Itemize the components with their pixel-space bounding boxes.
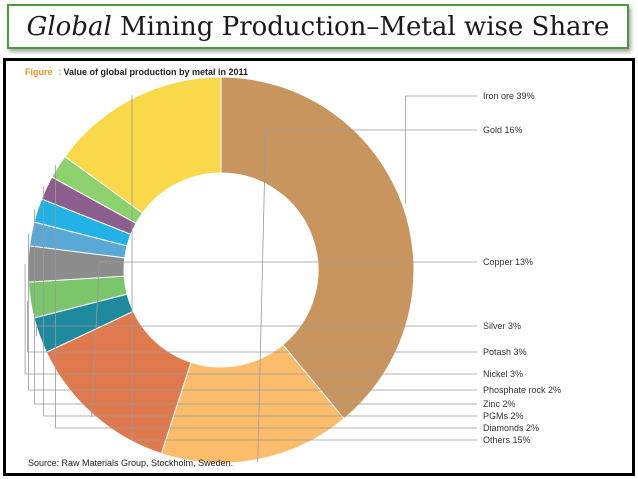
- leader-diamonds: [55, 164, 477, 429]
- figure-prefix: Figure: [25, 67, 53, 77]
- label-silver: Silver 3%: [483, 321, 521, 331]
- leader-iron-ore: [405, 95, 477, 204]
- figure-source: Source: Raw Materials Group, Stockholm, …: [28, 458, 234, 468]
- slide-title-box: Global Mining Production–Metal wise Shar…: [7, 4, 629, 49]
- slide-title-rest: Mining Production–Metal wise Share: [111, 11, 610, 42]
- slice-iron-ore: [220, 76, 415, 420]
- label-iron-ore: Iron ore 39%: [483, 91, 535, 101]
- leader-copper: [90, 261, 477, 418]
- label-others: Others 15%: [483, 435, 531, 445]
- slide-title: Global Mining Production–Metal wise Shar…: [27, 12, 610, 42]
- slide-title-italic: Global: [26, 11, 112, 42]
- label-pgms: PGMs 2%: [483, 411, 524, 421]
- label-copper: Copper 13%: [483, 257, 533, 267]
- leader-pgms: [43, 186, 477, 417]
- leader-phosphate-rock: [28, 233, 477, 391]
- leader-potash: [27, 300, 477, 353]
- label-zinc: Zinc 2%: [483, 399, 516, 409]
- figure-heading: Figure: Value of global production by met…: [25, 67, 248, 77]
- leader-silver: [36, 325, 477, 337]
- slice-labels: Iron ore 39% Gold 16% Copper 13% Silver 3% P…: [483, 91, 561, 445]
- leader-zinc: [34, 209, 477, 405]
- leader-lines: [24, 95, 477, 463]
- label-diamonds: Diamonds 2%: [483, 423, 539, 433]
- label-nickel: Nickel 3%: [483, 369, 523, 379]
- leader-nickel: [24, 263, 477, 375]
- label-potash: Potash 3%: [483, 347, 527, 357]
- figure-separator: :: [58, 67, 62, 77]
- leader-others: [131, 95, 477, 441]
- label-phosphate-rock: Phosphate rock 2%: [483, 385, 561, 395]
- slice-others: [64, 76, 222, 214]
- figure-caption: Value of global production by metal in 2…: [63, 67, 249, 77]
- donut-slices: [27, 76, 415, 464]
- label-gold: Gold 16%: [483, 125, 523, 135]
